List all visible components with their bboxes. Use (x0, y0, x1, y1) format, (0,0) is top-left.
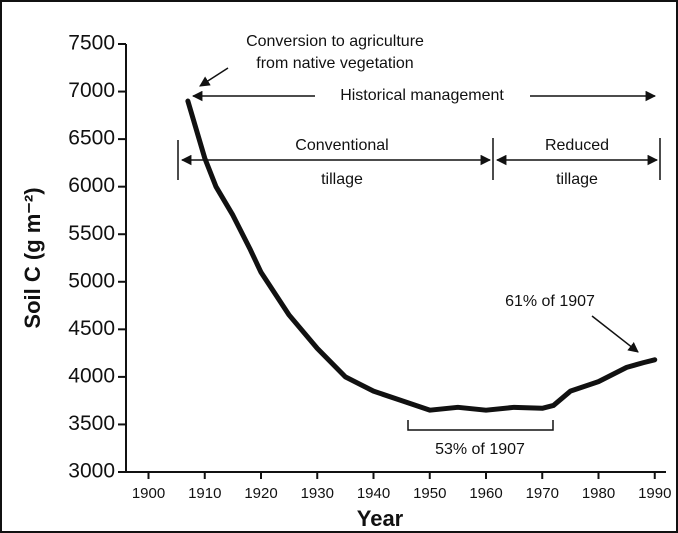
x-axis-label: Year (357, 506, 404, 531)
data-line (185, 98, 658, 413)
y-tick-label: 4000 (68, 364, 115, 387)
y-tick-label: 7500 (68, 32, 115, 55)
y-tick-label: 4500 (68, 317, 115, 340)
annotation: 61% of 1907 (505, 293, 595, 310)
x-tick-label: 1950 (413, 485, 446, 502)
annotation: Historical management (340, 87, 504, 104)
arrow (199, 67, 229, 87)
y-tick-label: 3000 (68, 460, 115, 483)
y-tick-label: 5000 (68, 269, 115, 292)
x-tick-label: 1980 (582, 485, 615, 502)
bracket (407, 420, 554, 431)
annotation: from native vegetation (256, 55, 413, 72)
y-tick-label: 6500 (68, 127, 115, 150)
x-tick-label: 1920 (244, 485, 277, 502)
annotation: 53% of 1907 (435, 441, 525, 458)
x-tick-label: 1990 (638, 485, 671, 502)
x-tick-label: 1900 (132, 485, 165, 502)
x-tick-label: 1930 (301, 485, 334, 502)
annotation: Reduced (545, 137, 609, 154)
y-tick-label: 7000 (68, 79, 115, 102)
y-tick-label: 5500 (68, 222, 115, 245)
x-tick-label: 1910 (188, 485, 221, 502)
annotation: tillage (556, 171, 598, 188)
annotation: Conversion to agriculture (246, 33, 424, 50)
x-tick-label: 1940 (357, 485, 390, 502)
x-tick-label: 1970 (526, 485, 559, 502)
y-axis-label: Soil C (g m⁻²) (20, 187, 45, 328)
annotation-arrows (177, 67, 661, 431)
annotation: Conventional (295, 137, 388, 154)
x-tick-label: 1960 (469, 485, 502, 502)
annotation: tillage (321, 171, 363, 188)
y-tick-label: 3500 (68, 412, 115, 435)
y-tick-label: 6000 (68, 174, 115, 197)
arrow (591, 315, 639, 353)
